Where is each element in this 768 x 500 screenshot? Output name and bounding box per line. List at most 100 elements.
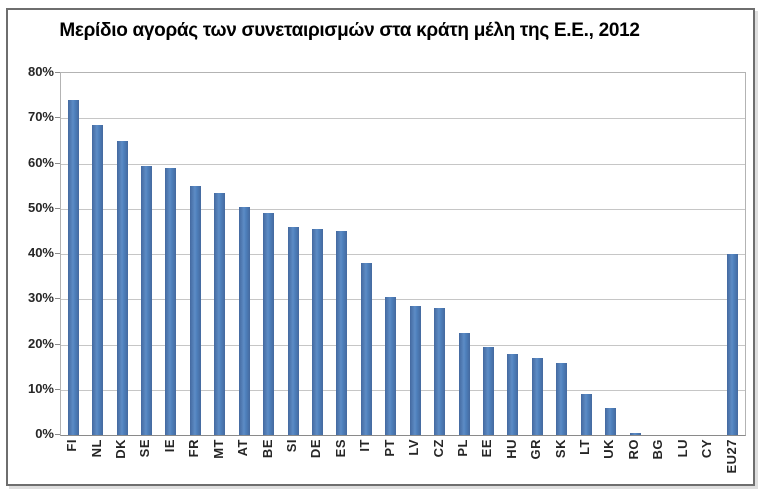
x-axis-label: PT xyxy=(381,439,397,457)
bar-BE xyxy=(263,213,275,435)
chart-title: Μερίδιο αγοράς των συνεταιρισμών στα κρά… xyxy=(59,20,640,41)
y-axis-label: 60% xyxy=(27,154,54,170)
gridline xyxy=(61,118,745,120)
x-axis-label: MT xyxy=(210,439,226,459)
x-axis-label: CZ xyxy=(430,439,446,458)
x-axis-slot: NL xyxy=(84,439,108,491)
bar-EE xyxy=(483,346,494,435)
x-axis-label: SE xyxy=(137,439,153,458)
y-axis-label: 40% xyxy=(27,245,54,260)
x-axis-label: UK xyxy=(601,439,617,459)
x-axis-slot: ES xyxy=(329,439,353,491)
x-axis-label: HU xyxy=(503,439,519,459)
bar-MT xyxy=(214,192,226,435)
bar-FR xyxy=(189,186,201,435)
y-axis-label: 0% xyxy=(35,426,54,441)
x-axis-slot: LT xyxy=(573,439,597,491)
x-axis-slot: GR xyxy=(524,439,548,491)
x-axis-slot: PT xyxy=(377,439,401,491)
x-axis-slot: LV xyxy=(402,439,426,491)
x-axis-label: BE xyxy=(259,439,275,459)
x-axis-slot: IE xyxy=(158,439,182,491)
bar-ES xyxy=(336,231,348,435)
x-axis-label: GR xyxy=(528,439,544,460)
x-axis-label: LV xyxy=(406,439,422,456)
y-axis-tick xyxy=(55,434,60,435)
gridline xyxy=(61,254,745,255)
x-axis-label: FI xyxy=(64,439,80,452)
y-axis-tick xyxy=(55,72,60,73)
x-axis-slot: FR xyxy=(182,439,206,491)
bar-EU27 xyxy=(727,254,739,435)
x-axis-slot: BG xyxy=(646,439,670,491)
bar-DK xyxy=(116,140,128,435)
x-axis-label: IE xyxy=(161,439,177,453)
x-axis-slot: LU xyxy=(671,439,695,491)
x-axis-slot: HU xyxy=(500,439,524,491)
x-axis-label: DE xyxy=(308,439,324,459)
bar-LV xyxy=(409,306,421,435)
chart-frame: Μερίδιο αγοράς των συνεταιρισμών στα κρά… xyxy=(6,8,755,486)
x-axis-slot: SK xyxy=(548,439,572,491)
bar-IE xyxy=(165,168,177,435)
x-axis-label: LU xyxy=(674,439,690,458)
x-axis-slot: DK xyxy=(109,439,133,491)
x-axis-slot: CY xyxy=(695,439,719,491)
x-axis-label: NL xyxy=(88,439,104,458)
x-axis-slot: IT xyxy=(353,439,377,491)
x-axis-slot: CZ xyxy=(426,439,450,491)
gridline xyxy=(61,299,745,301)
x-axis-label: CY xyxy=(699,439,715,459)
y-axis-label: 50% xyxy=(27,199,54,215)
bar-UK xyxy=(605,407,617,435)
gridline xyxy=(61,163,745,165)
bar-RO xyxy=(629,432,641,435)
y-axis-tick xyxy=(55,343,60,345)
x-axis-slot: EE xyxy=(475,439,499,491)
bar-AT xyxy=(238,206,250,435)
x-axis-labels: FI NL DK SE IE FR MT AT BE SI DE ES IT PT LV CZ PL EE HU GR… xyxy=(60,439,744,491)
x-axis-label: IT xyxy=(357,439,373,452)
x-axis-label: DK xyxy=(113,439,129,459)
x-axis-slot: SI xyxy=(280,439,304,491)
x-axis-slot: AT xyxy=(231,439,255,491)
y-axis-tick xyxy=(55,298,60,300)
x-axis-label: RO xyxy=(625,439,641,460)
bar-PT xyxy=(385,297,397,435)
x-axis-label: FR xyxy=(186,439,202,458)
gridline xyxy=(61,344,745,346)
x-axis-label: SK xyxy=(552,439,568,459)
bar-PL xyxy=(458,333,470,435)
bar-SK xyxy=(556,362,568,435)
bar-LT xyxy=(580,394,592,435)
x-axis-label: LT xyxy=(577,439,593,455)
x-axis-label: ES xyxy=(332,439,348,458)
y-axis-label: 10% xyxy=(27,380,54,396)
y-axis-tick xyxy=(55,207,60,209)
x-axis-label: PL xyxy=(454,439,470,457)
x-axis-slot: DE xyxy=(304,439,328,491)
gridline xyxy=(61,208,745,210)
x-axis-slot: PL xyxy=(451,439,475,491)
x-axis-slot: BE xyxy=(255,439,279,491)
x-axis-slot: RO xyxy=(622,439,646,491)
x-axis-slot: SE xyxy=(133,439,157,491)
x-axis-label: AT xyxy=(235,439,251,457)
y-axis-tick xyxy=(55,388,60,390)
x-axis-slot: MT xyxy=(207,439,231,491)
bar-SE xyxy=(141,165,152,435)
x-axis-slot: UK xyxy=(597,439,621,491)
bar-DE xyxy=(312,229,323,435)
bar-HU xyxy=(507,353,519,435)
y-axis-label: 30% xyxy=(27,290,54,306)
y-axis-tick xyxy=(55,162,60,164)
y-axis-tick xyxy=(55,117,60,119)
bar-IT xyxy=(360,263,372,435)
x-axis-label: SI xyxy=(284,439,299,453)
gridline xyxy=(61,389,745,391)
y-axis-label: 70% xyxy=(27,109,54,125)
bar-NL xyxy=(92,125,104,435)
plot-area xyxy=(60,72,746,436)
bar-GR xyxy=(531,358,543,435)
